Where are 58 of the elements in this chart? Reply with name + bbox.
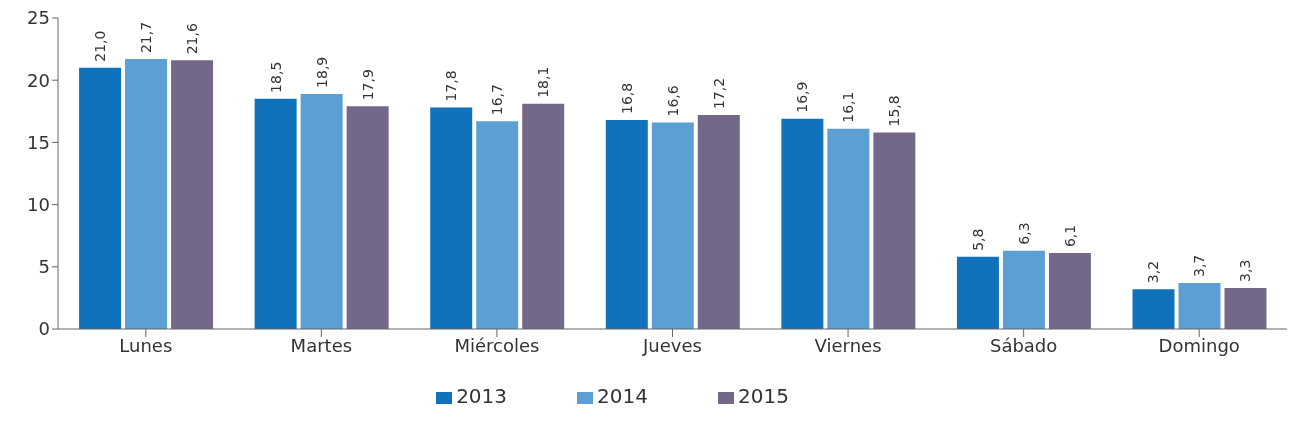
bar (827, 128, 870, 329)
y-tick-label: 10 (27, 193, 50, 215)
y-tick-label: 15 (27, 131, 50, 153)
data-label: 16,8 (618, 82, 635, 115)
bar (697, 115, 740, 329)
x-tick-label: Lunes (119, 334, 173, 356)
x-tick-label: Jueves (642, 334, 702, 356)
bar (956, 256, 999, 329)
data-label: 3,3 (1237, 259, 1254, 282)
data-label: 21,6 (184, 23, 201, 55)
data-label: 5,8 (969, 228, 986, 251)
bar (781, 118, 824, 329)
data-label: 16,9 (794, 81, 811, 113)
data-label: 17,2 (710, 77, 727, 110)
x-tick-label: Miércoles (454, 334, 540, 356)
x-tick-label: Martes (290, 334, 353, 356)
bar (476, 121, 519, 329)
y-tick-label: 5 (38, 256, 50, 278)
data-label: 3,7 (1191, 254, 1208, 277)
bar (1224, 287, 1267, 329)
data-label: 16,6 (664, 85, 681, 117)
legend-label: 2013 (456, 384, 508, 408)
data-label: 18,1 (535, 66, 552, 98)
bar (254, 98, 297, 329)
data-label: 17,9 (359, 69, 376, 101)
data-label: 17,8 (443, 70, 460, 102)
bar (522, 103, 565, 329)
bar (605, 120, 648, 329)
data-label: 18,5 (267, 61, 284, 93)
legend-label: 2015 (737, 384, 789, 408)
bar (171, 60, 214, 329)
bar (1132, 289, 1175, 329)
data-label: 16,7 (489, 84, 506, 116)
bar (79, 67, 122, 329)
bar (651, 122, 694, 329)
x-tick-label: Sábado (989, 334, 1058, 356)
data-label: 6,1 (1061, 224, 1078, 248)
y-tick-label: 20 (27, 69, 50, 91)
bar (125, 59, 168, 329)
bar (1048, 253, 1091, 329)
legend-label: 2014 (597, 384, 648, 408)
bar (430, 107, 473, 329)
y-tick-label: 0 (38, 318, 50, 340)
y-tick-label: 25 (27, 7, 50, 29)
bar (346, 106, 389, 329)
data-label: 21,7 (138, 21, 155, 54)
data-label: 18,9 (313, 56, 330, 88)
data-label: 16,1 (840, 91, 857, 123)
data-label: 21,0 (92, 30, 109, 62)
bar (1178, 282, 1221, 329)
data-label: 3,2 (1145, 260, 1162, 284)
bar (873, 132, 916, 329)
x-tick-label: Viernes (814, 334, 882, 356)
data-label: 6,3 (1015, 222, 1032, 245)
bar (1002, 250, 1045, 329)
bar (300, 93, 343, 329)
data-label: 15,8 (886, 95, 903, 127)
x-tick-label: Domingo (1158, 334, 1240, 356)
